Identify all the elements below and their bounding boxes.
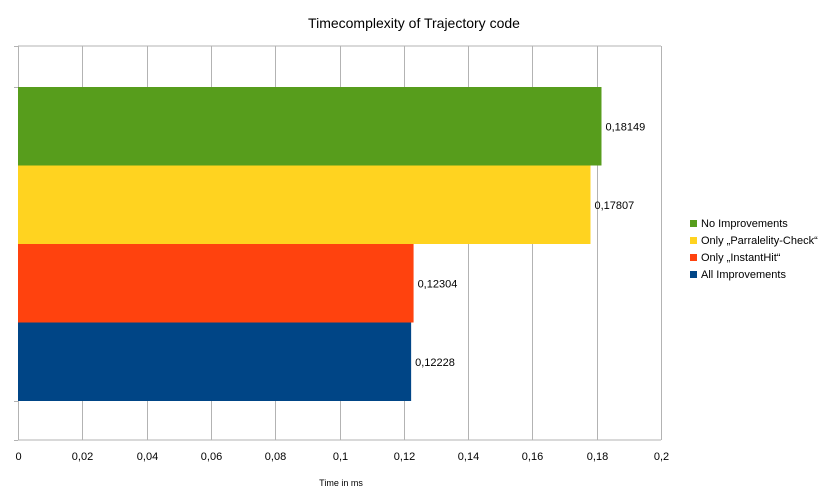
x-tick-label: 0,06 [201, 451, 222, 463]
chart-title: Timecomplexity of Trajectory code [308, 15, 520, 31]
legend-swatch [690, 237, 697, 244]
axes [14, 46, 661, 441]
x-tick-label: 0,18 [587, 451, 608, 463]
x-axis-title: Time in ms [319, 478, 363, 488]
bar [18, 322, 412, 401]
x-tick-label: 0,1 [333, 451, 348, 463]
data-label: 0,12228 [415, 357, 455, 369]
legend-label: All Improvements [701, 269, 786, 281]
bar [18, 87, 602, 166]
legend: No Improvements Only „Parralelity-Check“ O… [690, 218, 818, 281]
legend-label: Only „InstantHit“ [701, 252, 781, 264]
x-axis-ticks: 0 0,02 0,04 0,06 0,08 0,1 0,12 0,14 0,16 0,18 0,2 [15, 451, 669, 463]
data-label: 0,18149 [605, 121, 645, 133]
x-tick-label: 0 [15, 451, 21, 463]
bar [18, 165, 591, 244]
legend-swatch [690, 220, 697, 227]
x-tick-label: 0,12 [394, 451, 415, 463]
data-label: 0,12304 [418, 278, 458, 290]
x-tick-label: 0,02 [72, 451, 93, 463]
legend-swatch [690, 271, 697, 278]
x-tick-label: 0,16 [522, 451, 543, 463]
x-tick-label: 0,14 [458, 451, 479, 463]
legend-swatch [690, 254, 697, 261]
data-label: 0,17807 [594, 200, 634, 212]
legend-label: Only „Parralelity-Check“ [701, 235, 818, 247]
x-tick-label: 0,2 [654, 451, 669, 463]
bar [18, 244, 414, 323]
legend-label: No Improvements [701, 218, 788, 230]
x-tick-label: 0,08 [265, 451, 286, 463]
x-tick-label: 0,04 [137, 451, 158, 463]
bars: 0,18149 0,17807 0,12304 0,12228 [18, 87, 645, 401]
